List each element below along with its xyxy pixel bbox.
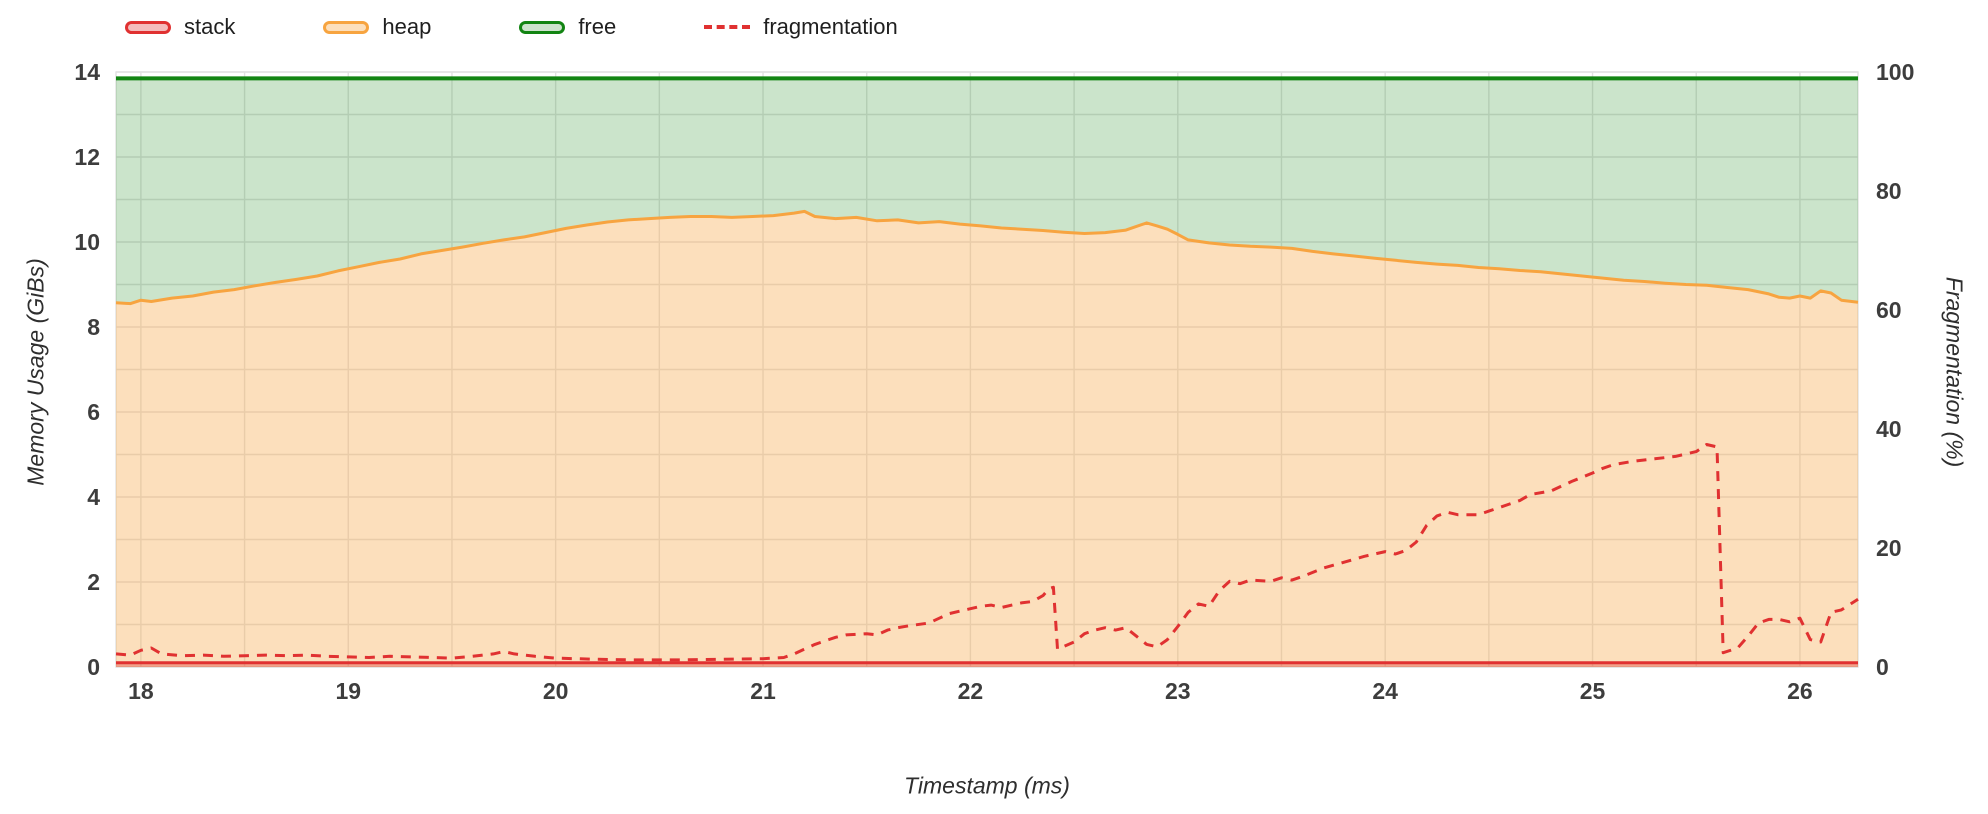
legend-label-heap: heap xyxy=(382,14,432,39)
x-axis-tick-label: 26 xyxy=(1787,678,1813,704)
x-axis-tick-label: 23 xyxy=(1165,678,1191,704)
left-axis-tick-label: 10 xyxy=(74,229,100,255)
legend-label-free: free xyxy=(578,14,617,39)
x-axis-title: Timestamp (ms) xyxy=(904,772,1070,799)
heap-area xyxy=(116,211,1858,667)
right-axis-tick-label: 40 xyxy=(1876,416,1902,442)
left-axis-tick-label: 12 xyxy=(74,144,100,170)
free-swatch-icon xyxy=(519,20,566,34)
legend-item-heap[interactable]: heap xyxy=(323,16,431,38)
left-axis-tick-label: 8 xyxy=(87,314,100,340)
x-axis-tick-label: 24 xyxy=(1372,678,1398,704)
x-axis-tick-label: 19 xyxy=(335,678,361,704)
right-axis-tick-label: 60 xyxy=(1876,297,1902,323)
free-area xyxy=(116,78,1858,304)
x-axis-tick-label: 25 xyxy=(1580,678,1606,704)
legend-item-free[interactable]: free xyxy=(519,16,616,38)
left-axis-tick-label: 0 xyxy=(87,654,100,680)
right-axis-tick-label: 0 xyxy=(1876,654,1889,680)
plot-border xyxy=(115,71,1859,668)
legend-label-fragmentation: fragmentation xyxy=(763,14,898,39)
x-axis-tick-label: 22 xyxy=(958,678,984,704)
right-axis-tick-label: 100 xyxy=(1876,59,1914,85)
left-axis-tick-label: 2 xyxy=(87,569,100,595)
left-axis-tick-label: 14 xyxy=(74,59,100,85)
x-axis-tick-label: 18 xyxy=(128,678,154,704)
right-axis-tick-label: 80 xyxy=(1876,178,1902,204)
left-axis-tick-label: 6 xyxy=(87,399,100,425)
stack-swatch-icon xyxy=(125,20,171,34)
heap-swatch-icon xyxy=(323,20,370,34)
legend: stack heap free fragmentation xyxy=(125,16,898,38)
x-axis-tick-label: 20 xyxy=(543,678,569,704)
left-axis-tick-label: 4 xyxy=(87,484,100,510)
legend-item-fragmentation[interactable]: fragmentation xyxy=(704,16,898,38)
right-axis-tick-label: 20 xyxy=(1876,535,1902,561)
x-axis-tick-label: 21 xyxy=(750,678,776,704)
fragmentation-line xyxy=(115,443,1859,662)
legend-item-stack[interactable]: stack xyxy=(125,16,235,38)
fragmentation-swatch-icon xyxy=(704,25,751,29)
legend-label-stack: stack xyxy=(184,14,236,39)
heap-line xyxy=(115,209,1859,306)
